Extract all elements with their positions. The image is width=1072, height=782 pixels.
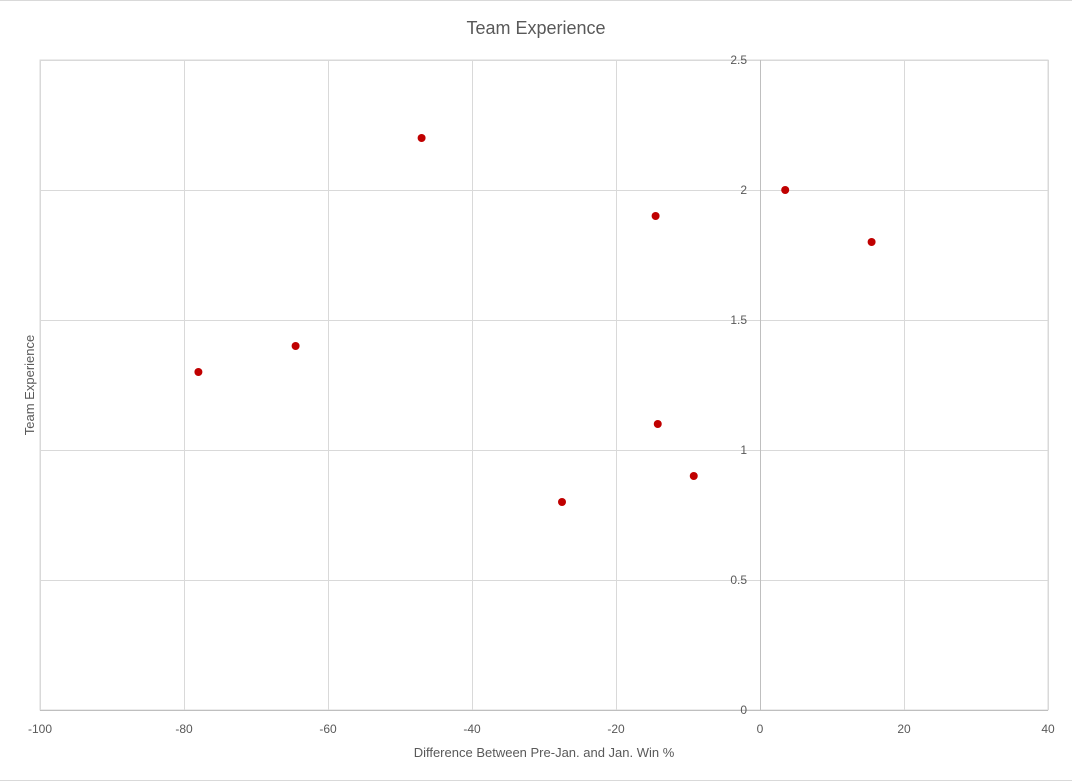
data-point xyxy=(781,186,790,194)
y-tick-label: 1 xyxy=(740,443,747,457)
data-point xyxy=(689,472,698,480)
y-tick-label: 2.5 xyxy=(730,53,747,67)
data-point xyxy=(194,368,203,376)
data-point xyxy=(417,134,426,142)
plot-border xyxy=(39,59,1049,711)
x-tick-label: -20 xyxy=(607,722,625,736)
y-axis-title: Team Experience xyxy=(22,335,37,435)
x-tick-label: 20 xyxy=(897,722,911,736)
chart-title: Team Experience xyxy=(466,18,605,38)
x-axis-title: Difference Between Pre-Jan. and Jan. Win… xyxy=(414,745,675,760)
plot-area: -100 -80 -60 -40 -20 0 20 40 0 0.5 1 1.5 2 2.5 xyxy=(28,53,1055,736)
y-tick-label: 0.5 xyxy=(730,573,747,587)
x-tick-label: -60 xyxy=(319,722,337,736)
y-tick-label: 0 xyxy=(740,703,747,717)
y-tick-label: 2 xyxy=(740,183,747,197)
data-point xyxy=(867,238,876,246)
x-tick-label: -40 xyxy=(463,722,481,736)
x-tick-label: -80 xyxy=(175,722,193,736)
y-tick-label: 1.5 xyxy=(730,313,747,327)
data-point xyxy=(558,498,566,506)
x-tick-label: 40 xyxy=(1041,722,1055,736)
data-point xyxy=(651,212,660,220)
data-point xyxy=(653,420,662,428)
x-tick-label: -100 xyxy=(28,722,52,736)
data-point xyxy=(291,342,300,350)
x-tick-label: 0 xyxy=(757,722,764,736)
